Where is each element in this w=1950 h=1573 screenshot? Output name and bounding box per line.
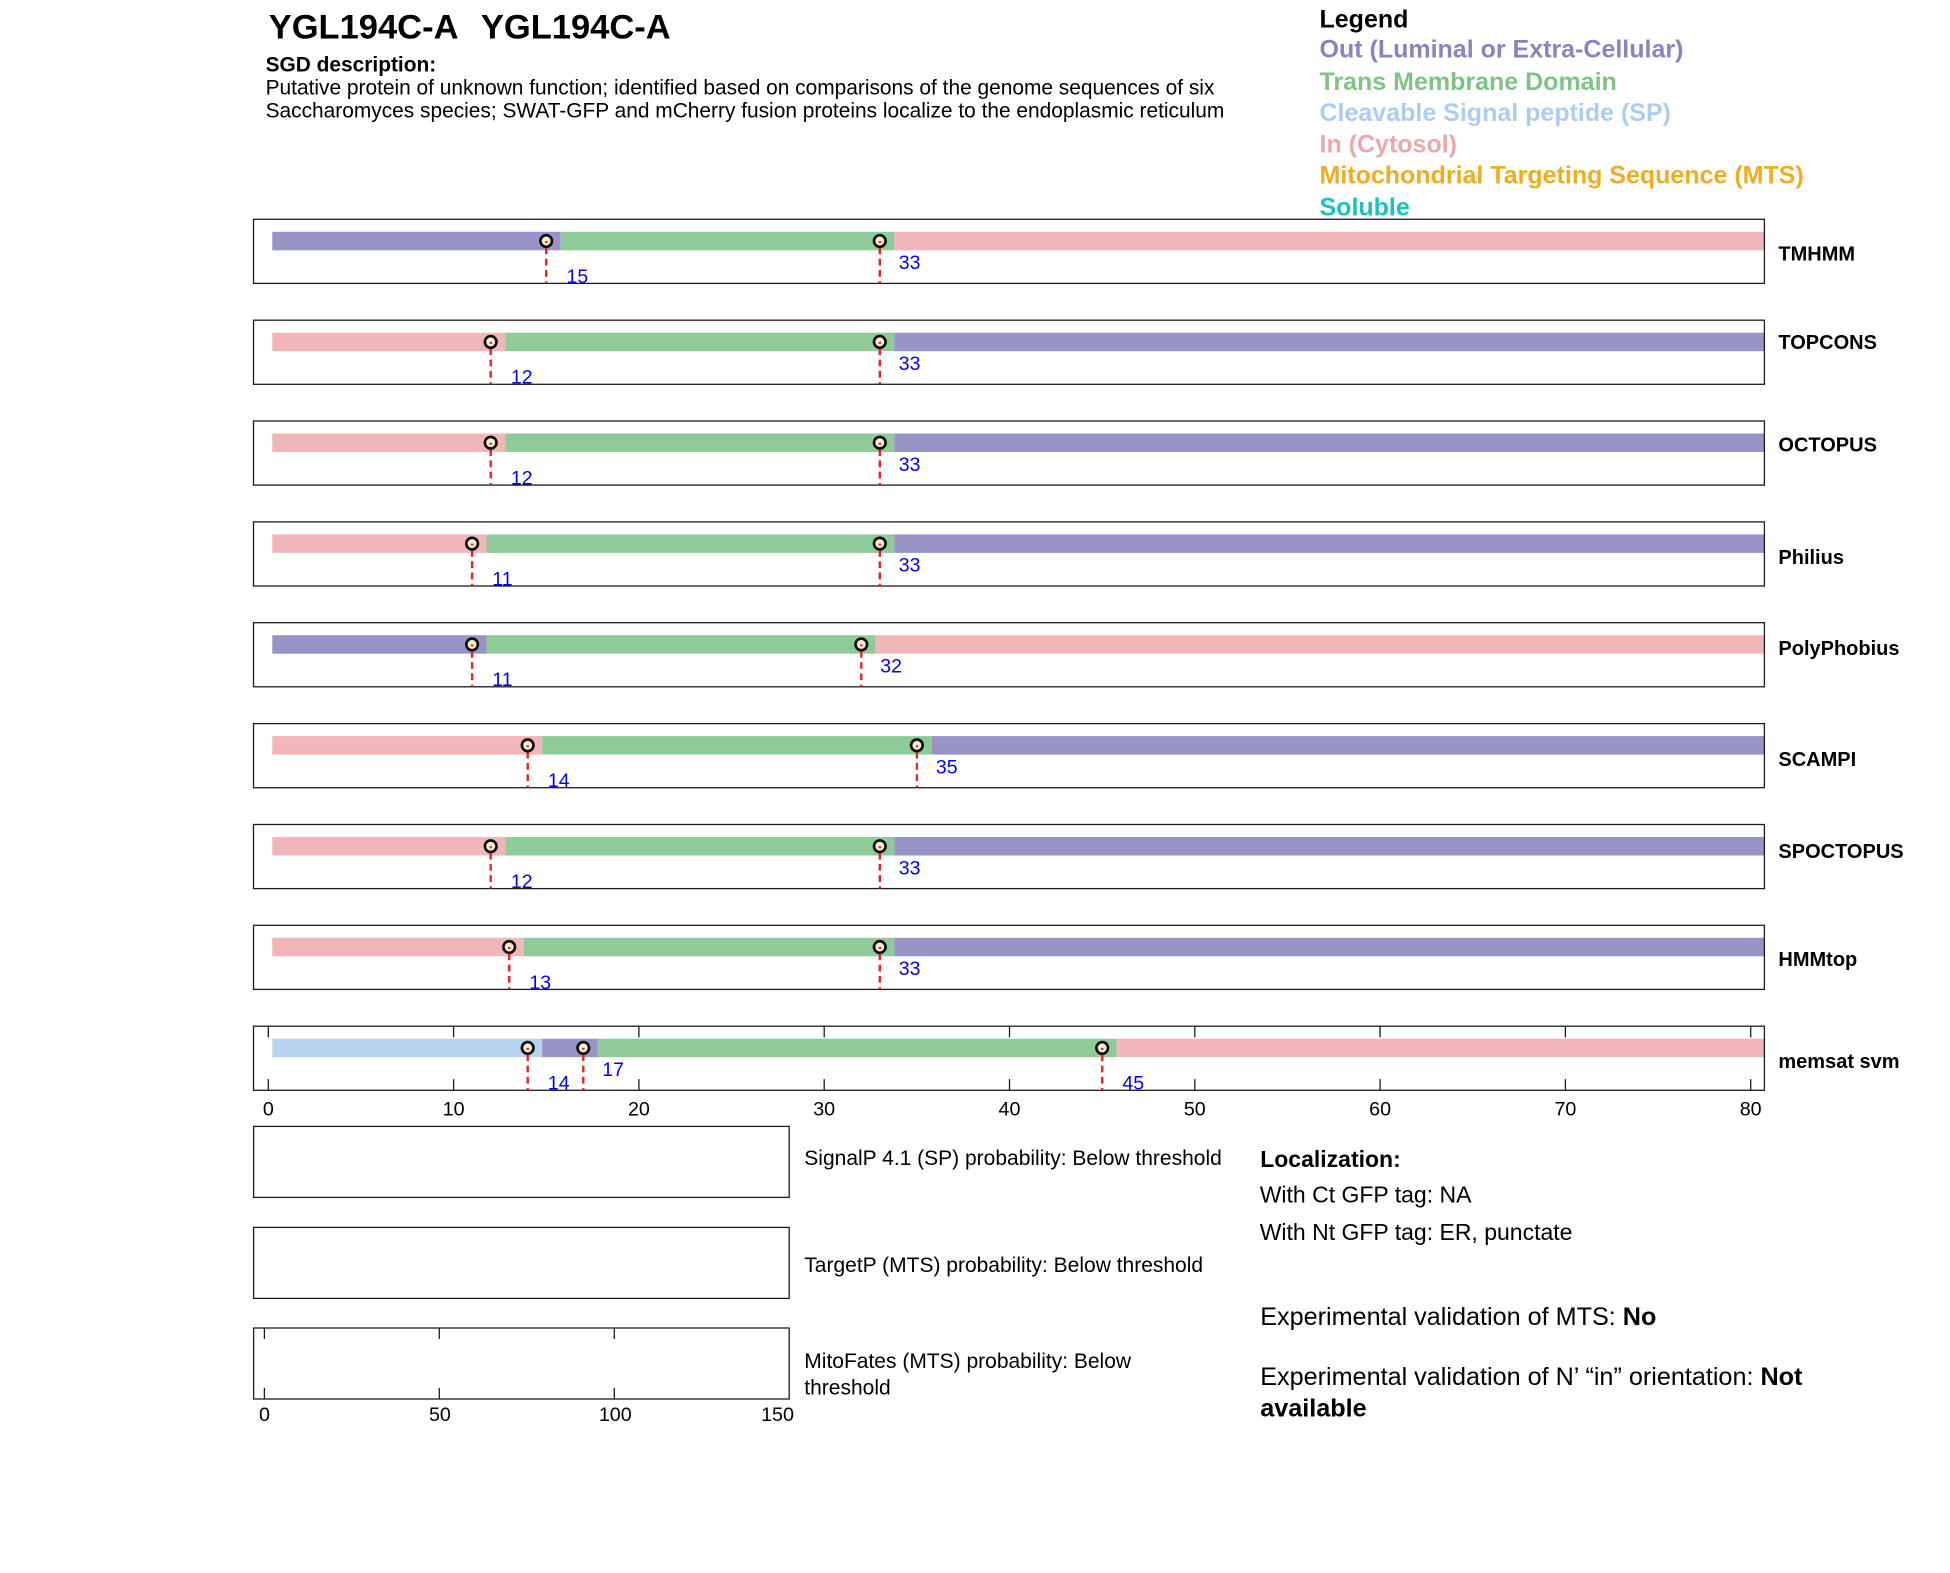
svg-text:35: 35 xyxy=(936,756,958,778)
svg-text:33: 33 xyxy=(899,454,921,476)
svg-text:30: 30 xyxy=(813,1099,835,1121)
svg-text:available: available xyxy=(1260,1395,1366,1423)
svg-text:TargetP (MTS) probability: Bel: TargetP (MTS) probability: Below thresho… xyxy=(804,1254,1203,1277)
svg-text:60: 60 xyxy=(1369,1099,1391,1121)
svg-text:45: 45 xyxy=(1122,1073,1144,1095)
svg-text:50: 50 xyxy=(1184,1099,1206,1121)
svg-text:SignalP 4.1 (SP) probability:: SignalP 4.1 (SP) probability: Below thre… xyxy=(804,1147,1222,1170)
svg-text:Soluble: Soluble xyxy=(1320,193,1410,221)
svg-text:In (Cytosol): In (Cytosol) xyxy=(1320,130,1458,158)
svg-text:OCTOPUS: OCTOPUS xyxy=(1778,435,1877,457)
svg-text:Saccharomyces species; SWAT-GF: Saccharomyces species; SWAT-GFP and mChe… xyxy=(266,100,1225,123)
svg-text:33: 33 xyxy=(899,958,921,980)
svg-text:Philius: Philius xyxy=(1778,547,1844,569)
svg-text:33: 33 xyxy=(899,857,921,879)
svg-text:Experimental validation of MTS: Experimental validation of MTS: No xyxy=(1260,1303,1656,1331)
svg-text:17: 17 xyxy=(602,1059,624,1081)
svg-text:Putative protein of unknown fu: Putative protein of unknown function; id… xyxy=(266,77,1215,100)
svg-text:memsat svm: memsat svm xyxy=(1778,1051,1899,1073)
svg-text:150: 150 xyxy=(761,1404,794,1426)
svg-text:50: 50 xyxy=(429,1404,451,1426)
svg-text:40: 40 xyxy=(999,1099,1021,1121)
svg-text:13: 13 xyxy=(529,972,551,994)
svg-text:threshold: threshold xyxy=(804,1377,890,1400)
svg-text:80: 80 xyxy=(1740,1099,1762,1121)
svg-text:TMHMM: TMHMM xyxy=(1778,244,1855,266)
svg-text:Trans Membrane Domain: Trans Membrane Domain xyxy=(1320,68,1617,96)
svg-text:11: 11 xyxy=(492,568,512,590)
svg-text:33: 33 xyxy=(899,353,921,375)
svg-text:14: 14 xyxy=(548,770,570,792)
svg-text:15: 15 xyxy=(567,266,589,288)
svg-text:10: 10 xyxy=(443,1099,465,1121)
svg-text:Cleavable Signal peptide (SP): Cleavable Signal peptide (SP) xyxy=(1320,99,1671,127)
svg-text:Legend: Legend xyxy=(1320,6,1409,34)
svg-text:12: 12 xyxy=(511,367,533,389)
svg-text:20: 20 xyxy=(628,1099,650,1121)
svg-text:Out (Luminal or Extra-Cellular: Out (Luminal or Extra-Cellular) xyxy=(1320,35,1684,63)
svg-text:11: 11 xyxy=(492,669,512,691)
svg-text:SPOCTOPUS: SPOCTOPUS xyxy=(1778,841,1903,863)
svg-text:12: 12 xyxy=(511,468,533,490)
svg-text:Localization:: Localization: xyxy=(1260,1146,1401,1172)
svg-text:14: 14 xyxy=(548,1073,570,1095)
svg-text:Mitochondrial Targeting Sequen: Mitochondrial Targeting Sequence (MTS) xyxy=(1320,162,1804,190)
svg-text:32: 32 xyxy=(880,656,902,678)
svg-text:YGL194C-A: YGL194C-A xyxy=(269,8,459,46)
svg-text:0: 0 xyxy=(259,1404,270,1426)
svg-text:SCAMPI: SCAMPI xyxy=(1778,749,1856,771)
svg-text:With Ct GFP tag: NA: With Ct GFP tag: NA xyxy=(1260,1182,1472,1208)
svg-text:33: 33 xyxy=(899,555,921,577)
svg-text:0: 0 xyxy=(263,1099,274,1121)
svg-text:MitoFates (MTS) probability: B: MitoFates (MTS) probability: Below xyxy=(804,1350,1132,1373)
svg-text:Experimental validation of N’: Experimental validation of N’ “in” orien… xyxy=(1260,1363,1803,1391)
svg-text:SGD description:: SGD description: xyxy=(266,54,437,77)
svg-text:12: 12 xyxy=(511,871,533,893)
svg-text:33: 33 xyxy=(899,252,921,274)
svg-text:HMMtop: HMMtop xyxy=(1778,949,1857,971)
svg-text:100: 100 xyxy=(599,1404,632,1426)
svg-text:YGL194C-A: YGL194C-A xyxy=(481,8,671,46)
svg-text:PolyPhobius: PolyPhobius xyxy=(1778,638,1899,660)
svg-text:TOPCONS: TOPCONS xyxy=(1778,332,1877,354)
svg-text:70: 70 xyxy=(1554,1099,1576,1121)
svg-text:With Nt GFP tag: ER, punctate: With Nt GFP tag: ER, punctate xyxy=(1260,1219,1573,1245)
